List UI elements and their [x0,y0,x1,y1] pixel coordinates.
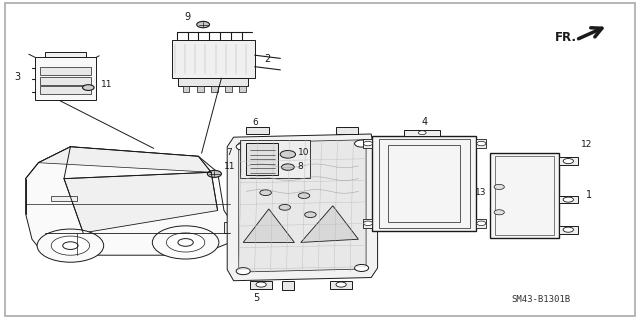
Bar [363,219,372,228]
Circle shape [279,204,291,210]
Bar [363,139,372,148]
Bar [45,52,86,57]
Bar [372,136,476,231]
Bar [51,196,77,201]
Circle shape [494,210,504,215]
Bar [282,281,294,290]
Text: 13: 13 [475,188,486,197]
Text: 11: 11 [224,162,236,171]
Bar [559,226,578,234]
Bar [237,220,250,226]
Polygon shape [64,172,218,233]
Bar [225,86,232,92]
Polygon shape [243,209,294,242]
Bar [239,86,246,92]
Bar [240,140,310,178]
Circle shape [196,21,209,28]
Circle shape [260,190,271,196]
Bar [40,77,91,85]
Bar [476,219,486,228]
Bar [246,127,269,134]
Bar [211,86,218,92]
Text: 3: 3 [14,72,20,82]
Bar [40,86,91,94]
Bar [224,222,240,233]
Text: 6: 6 [253,118,259,127]
Circle shape [364,141,372,146]
Text: 2: 2 [264,54,271,64]
Text: 4: 4 [421,117,428,127]
Circle shape [355,264,369,271]
Text: 10: 10 [298,148,309,157]
Bar [330,281,352,289]
Circle shape [419,131,426,135]
Circle shape [494,184,504,189]
Bar [388,145,460,222]
Circle shape [477,221,486,226]
Bar [559,196,578,204]
Circle shape [477,141,486,146]
Circle shape [355,140,369,147]
Bar [246,143,278,175]
Polygon shape [227,134,378,281]
Bar [490,153,559,238]
Circle shape [236,143,250,150]
Polygon shape [26,147,230,255]
Bar [40,67,91,75]
Circle shape [83,85,94,91]
Bar [197,86,204,92]
Bar [183,86,189,92]
Circle shape [152,226,219,259]
Bar [379,139,470,228]
Circle shape [305,212,316,218]
Bar [172,40,255,78]
Circle shape [166,233,205,252]
Circle shape [37,229,104,262]
Bar [336,127,358,134]
Polygon shape [38,147,211,172]
Bar [476,139,486,148]
Circle shape [563,159,573,164]
Circle shape [364,221,372,226]
Bar [404,130,440,136]
Polygon shape [239,140,366,272]
Circle shape [256,282,266,287]
Circle shape [207,170,221,177]
Bar [178,78,248,86]
Circle shape [51,236,90,255]
Text: 8: 8 [298,162,303,171]
Text: 1: 1 [586,190,592,200]
Circle shape [282,164,294,170]
Text: 7: 7 [226,148,232,157]
Bar [495,156,554,235]
Circle shape [280,151,296,158]
Text: 5: 5 [253,293,259,303]
Circle shape [563,227,573,232]
Bar [559,157,578,165]
Bar [250,281,272,289]
Text: SM43-B1301B: SM43-B1301B [511,295,570,304]
Circle shape [336,282,346,287]
Circle shape [563,197,573,202]
Text: 9: 9 [184,11,190,22]
Text: 12: 12 [581,140,593,149]
Polygon shape [301,206,358,242]
Text: 11: 11 [101,80,113,89]
Text: FR.: FR. [555,31,577,44]
Circle shape [236,268,250,275]
Circle shape [298,193,310,198]
Bar [35,57,96,100]
